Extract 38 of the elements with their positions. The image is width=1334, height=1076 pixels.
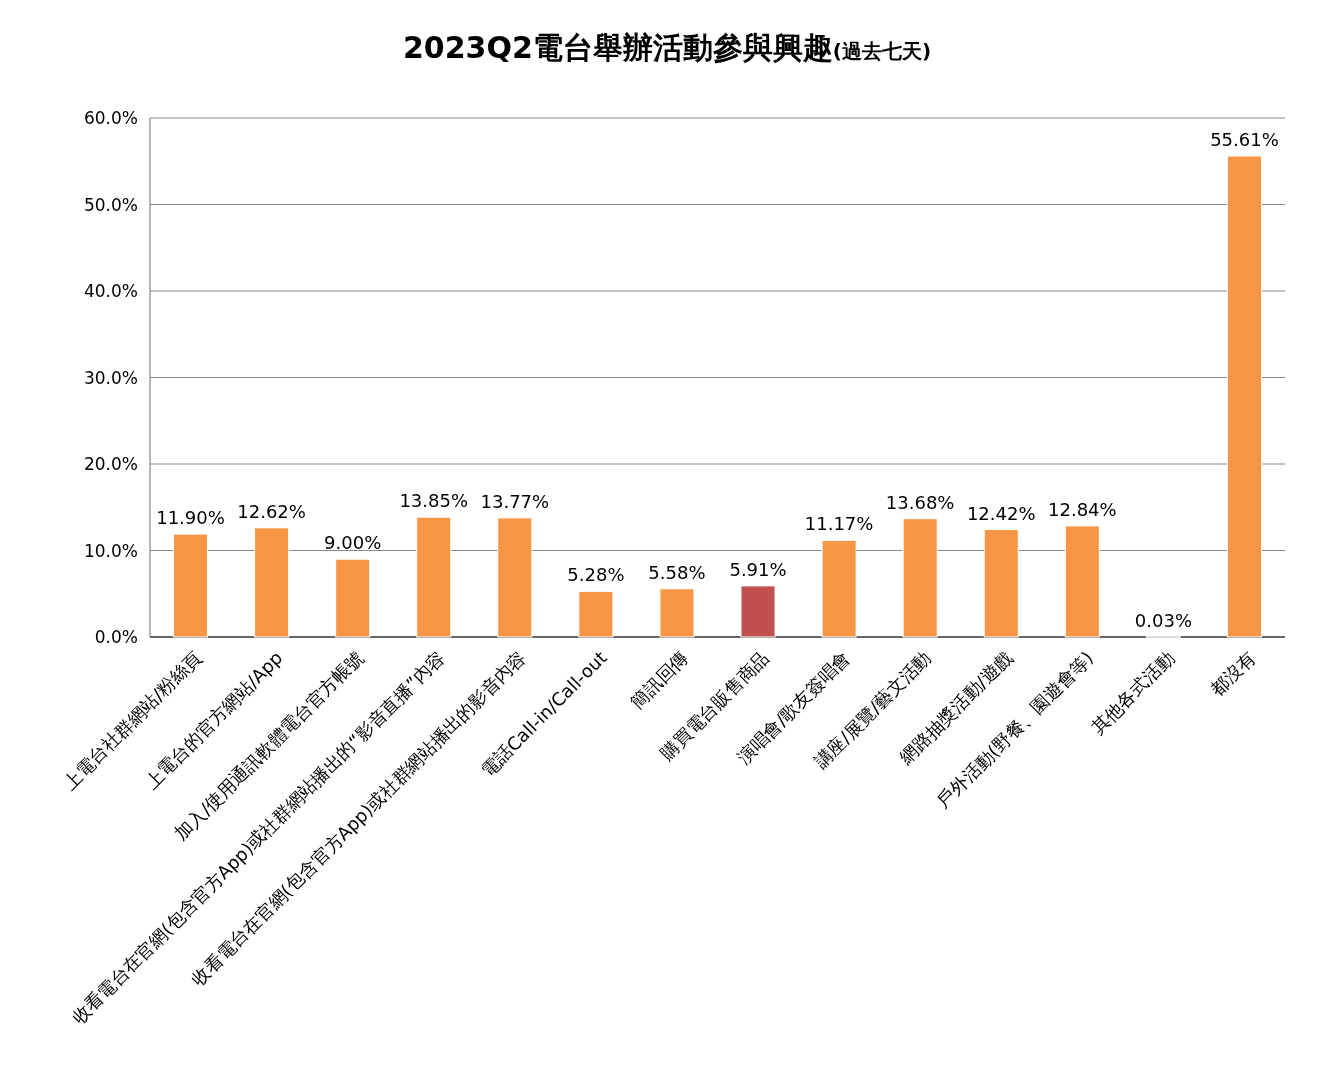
data-label: 12.42%	[966, 502, 1036, 524]
bar	[416, 516, 452, 638]
bar	[659, 588, 695, 638]
bar	[578, 590, 614, 638]
data-label: 12.62%	[237, 500, 306, 522]
bar	[173, 533, 209, 638]
bar	[821, 539, 857, 638]
bar	[254, 527, 290, 638]
data-label: 13.68%	[885, 491, 955, 513]
data-label: 11.17%	[804, 513, 874, 535]
bar	[1226, 155, 1262, 638]
y-tick-label: 20.0%	[83, 454, 138, 474]
data-label: 11.90%	[156, 507, 225, 529]
data-label: 5.91%	[729, 558, 787, 580]
y-tick-label: 0.0%	[94, 627, 138, 647]
data-label: 9.00%	[324, 532, 382, 554]
chart-title: 2023Q2電台舉辦活動參與興趣	[402, 30, 833, 65]
data-label: 5.58%	[648, 561, 706, 583]
chart-subtitle: (過去七天)	[832, 39, 932, 63]
data-label: 5.28%	[567, 564, 625, 586]
bar	[740, 585, 776, 638]
data-label: 0.03%	[1134, 609, 1192, 631]
bar	[902, 518, 938, 638]
data-label: 55.61%	[1210, 128, 1279, 150]
bar	[983, 529, 1019, 638]
data-label: 12.84%	[1048, 498, 1117, 520]
bar	[335, 558, 371, 638]
y-tick-label: 60.0%	[83, 108, 138, 128]
bar	[497, 517, 533, 638]
y-tick-label: 40.0%	[83, 281, 138, 301]
y-tick-label: 30.0%	[83, 367, 138, 388]
data-label: 13.77%	[480, 490, 550, 512]
data-label: 13.85%	[399, 490, 469, 512]
y-tick-label: 10.0%	[83, 540, 138, 561]
x-tick-label: 簡訊回傳	[626, 646, 692, 713]
bar	[1064, 525, 1100, 638]
x-tick-label: 都沒有	[1206, 646, 1260, 701]
y-tick-label: 50.0%	[83, 194, 138, 215]
